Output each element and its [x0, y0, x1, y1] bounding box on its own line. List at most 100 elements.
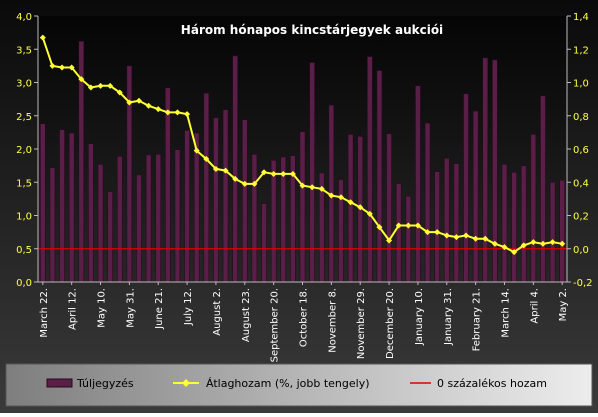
x-tick-label: March 14. [500, 288, 511, 338]
yield-point [203, 155, 210, 162]
yield-point [414, 222, 421, 229]
bar [145, 154, 152, 283]
bar [116, 156, 123, 283]
chart-title: Három hónapos kincstárjegyek aukciói [181, 23, 443, 37]
bar [270, 160, 277, 283]
yield-point [424, 229, 431, 236]
legend: Túljegyzés Átlaghozam (%, jobb tengely) 0 … [5, 363, 593, 407]
yield-point [184, 111, 191, 118]
yield-point [299, 182, 306, 189]
bar [222, 109, 229, 283]
yield-point [155, 106, 162, 113]
bar [184, 130, 190, 283]
yield-point [357, 204, 364, 211]
yield-point [328, 192, 335, 199]
yield-point [212, 165, 219, 172]
bar [241, 119, 248, 283]
x-tick-label: August 2. [212, 288, 223, 336]
x-tick-label: May 2. [558, 288, 569, 321]
yield-point [520, 242, 527, 249]
yield-point [126, 99, 133, 106]
yield-point [347, 199, 354, 206]
yield-point [107, 82, 114, 89]
yield-point [472, 235, 479, 242]
x-tick-label: May 31. [125, 288, 136, 328]
bar [40, 123, 46, 283]
bar [347, 134, 354, 283]
x-tick-label: July 12. [183, 288, 194, 326]
yield-point [491, 240, 498, 247]
bar [107, 191, 113, 283]
x-tick-label: December 20. [385, 288, 396, 359]
yield-point [386, 237, 393, 244]
y-tick-label-left: 2,5 [16, 112, 32, 123]
bar [59, 129, 65, 283]
y-tick-label-left: 3,0 [16, 79, 32, 90]
bar [232, 55, 238, 283]
legend-box [5, 363, 593, 407]
yield-point [405, 222, 412, 229]
bar [501, 163, 508, 283]
yield-point [97, 82, 104, 89]
y-tick-label-right: 1,0 [573, 79, 589, 90]
bar [136, 174, 142, 283]
yield-point [559, 240, 566, 247]
bar [203, 92, 210, 283]
y-tick-label-right: 0,2 [573, 212, 589, 223]
yield-point [49, 62, 56, 69]
bar [424, 122, 431, 283]
bar [540, 95, 546, 283]
yield-point [59, 64, 66, 71]
yield-point [222, 167, 229, 174]
y-tick-label-right: 0,0 [573, 245, 589, 256]
bar [443, 158, 450, 283]
bar [88, 143, 94, 283]
yield-point [366, 210, 373, 217]
bar [251, 154, 258, 283]
yield-point [232, 175, 239, 182]
yield-point [164, 109, 171, 116]
bar [49, 167, 56, 283]
yield-point [145, 102, 152, 109]
y-tick-label-right: 0,4 [573, 178, 589, 189]
yield-point [539, 240, 546, 247]
legend-label-bars: Túljegyzés [76, 377, 134, 390]
x-tick-label: November 8. [327, 288, 338, 353]
bar [68, 132, 75, 283]
bar [261, 203, 267, 283]
y-tick-label-right: 1,4 [573, 12, 589, 23]
legend-marker-yield [182, 379, 190, 387]
bar [155, 154, 162, 283]
bar [126, 65, 133, 283]
yield-point [87, 84, 94, 91]
x-tick-label: September 20. [270, 288, 281, 362]
y-tick-label-right: -0,2 [573, 278, 593, 289]
bar [376, 70, 383, 283]
yield-point [289, 170, 296, 177]
bar [395, 183, 402, 283]
yield-point [251, 180, 258, 187]
legend-label-zero: 0 százalékos hozam [437, 377, 547, 390]
bar [559, 179, 565, 283]
y-tick-label-left: 3,5 [16, 45, 32, 56]
bar [174, 149, 181, 283]
yield-point [318, 185, 325, 192]
bar [193, 132, 200, 283]
x-tick-label: October 18. [299, 288, 310, 347]
yield-point [549, 239, 556, 246]
yield-point [337, 194, 344, 201]
yield-point [280, 170, 287, 177]
y-tick-label-right: 0,8 [573, 112, 589, 123]
x-tick-label: January 31. [443, 288, 454, 346]
bar [386, 133, 392, 283]
bar [549, 181, 556, 283]
bar [472, 110, 479, 283]
y-tick-label-left: 1,0 [16, 212, 32, 223]
y-tick-label-left: 4,0 [16, 12, 32, 23]
yield-point [309, 184, 316, 191]
y-tick-label-left: 0,5 [16, 245, 32, 256]
x-tick-label: June 21. [154, 288, 165, 330]
yield-point [241, 180, 248, 187]
